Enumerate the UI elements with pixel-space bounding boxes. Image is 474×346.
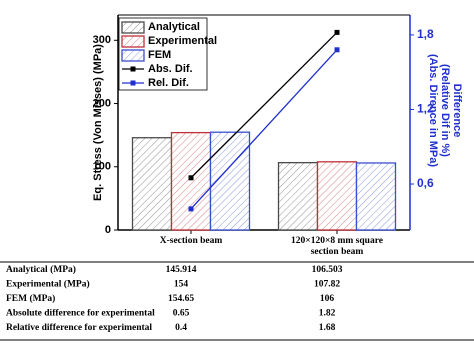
y-tick-label: 0 xyxy=(105,224,111,236)
marker xyxy=(188,175,194,181)
marker xyxy=(188,206,194,212)
row-label: Relative difference for experimental xyxy=(6,323,152,333)
cell: 107.82 xyxy=(314,280,340,290)
y2-axis-title: (Relative Dif in %) xyxy=(439,64,451,157)
cell: 145.914 xyxy=(166,265,197,275)
y-tick-label: 100 xyxy=(93,161,111,173)
cell: 154.65 xyxy=(168,294,194,304)
legend-marker xyxy=(130,66,136,72)
bar xyxy=(170,131,212,231)
row-label: Experimental (MPa) xyxy=(6,279,90,290)
line xyxy=(190,31,338,179)
x-tick-label: 120×120×8 mm square section beam xyxy=(291,236,383,257)
line xyxy=(190,49,338,210)
cell: 154 xyxy=(174,280,189,290)
cell: 1.68 xyxy=(319,323,336,333)
marker xyxy=(334,47,340,53)
row-label: Absolute difference for experimental xyxy=(6,309,155,319)
legend-label: Abs. Dif. xyxy=(148,63,193,75)
cell: 1.82 xyxy=(319,309,336,319)
cell: 106 xyxy=(320,294,335,304)
x-tick-label: X-section beam xyxy=(159,236,223,246)
legend-marker xyxy=(130,80,136,86)
row-label: FEM (MPa) xyxy=(6,293,55,304)
y-tick-label: 200 xyxy=(93,97,111,109)
y2-tick-label: 1,8 xyxy=(417,27,434,41)
bar xyxy=(131,137,173,231)
legend-label: Analytical xyxy=(148,21,200,33)
y-axis-title: Eq. Stress (Von Misses) (MPa) xyxy=(92,44,104,201)
legend-swatch xyxy=(121,35,145,48)
cell: 0.4 xyxy=(175,323,187,333)
bar xyxy=(355,162,397,231)
y-tick-label: 300 xyxy=(93,34,111,46)
legend-label: Rel. Dif. xyxy=(148,77,189,89)
y2-tick-label: 1,2 xyxy=(417,102,434,116)
bar xyxy=(316,161,358,231)
legend-label: FEM xyxy=(148,49,171,61)
y2-axis-title: Difference xyxy=(451,84,463,138)
marker xyxy=(334,29,340,35)
y2-tick-label: 0,6 xyxy=(417,176,434,190)
legend-swatch xyxy=(121,49,145,62)
y2-axis-title: (Abs. Dirence in MPa) xyxy=(427,54,439,167)
cell: 0.65 xyxy=(173,309,190,319)
bar xyxy=(277,162,319,231)
cell: 106.503 xyxy=(312,265,343,275)
legend-swatch xyxy=(121,21,145,34)
row-label: Analytical (MPa) xyxy=(6,264,76,275)
legend-label: Experimental xyxy=(148,35,217,47)
